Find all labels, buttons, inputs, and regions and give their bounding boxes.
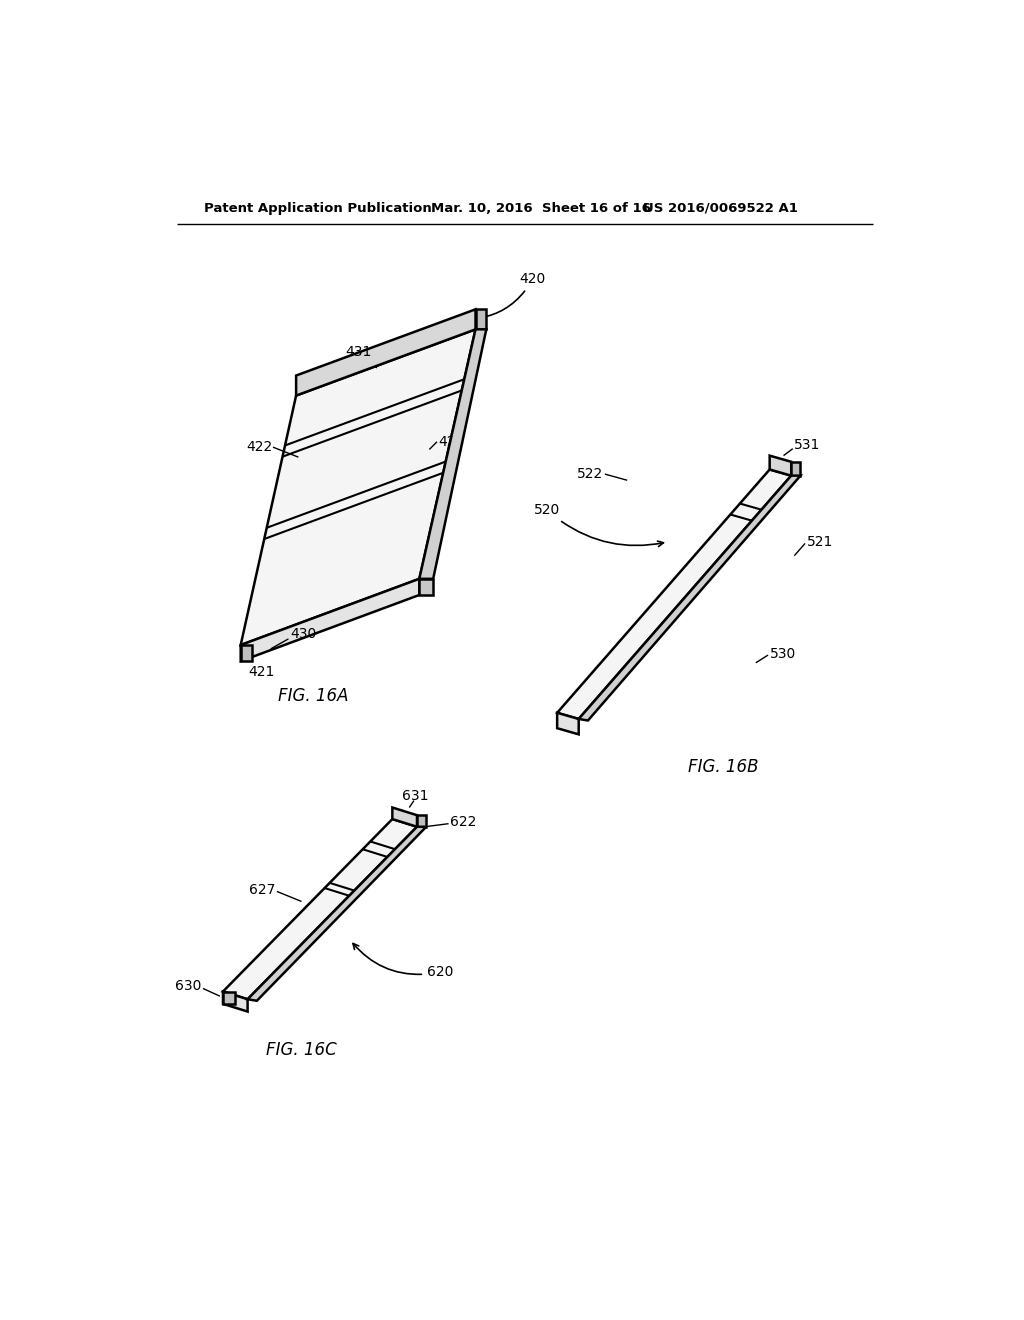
Text: 520: 520 bbox=[534, 503, 664, 546]
Text: 421: 421 bbox=[248, 665, 274, 678]
Polygon shape bbox=[241, 330, 475, 645]
Text: 630: 630 bbox=[175, 979, 202, 993]
Polygon shape bbox=[392, 808, 417, 826]
Polygon shape bbox=[223, 991, 234, 1003]
Text: 420: 420 bbox=[480, 272, 546, 319]
Text: FIG. 16A: FIG. 16A bbox=[278, 686, 348, 705]
Polygon shape bbox=[223, 991, 248, 1011]
Text: Mar. 10, 2016  Sheet 16 of 16: Mar. 10, 2016 Sheet 16 of 16 bbox=[431, 202, 650, 215]
Polygon shape bbox=[557, 713, 579, 734]
Text: 530: 530 bbox=[770, 647, 796, 660]
Polygon shape bbox=[296, 309, 475, 396]
Polygon shape bbox=[579, 475, 801, 721]
Polygon shape bbox=[419, 578, 433, 595]
Polygon shape bbox=[770, 455, 792, 475]
Text: 620: 620 bbox=[353, 944, 454, 979]
Text: 531: 531 bbox=[795, 438, 820, 451]
Text: 431: 431 bbox=[345, 346, 372, 359]
Text: 422: 422 bbox=[247, 440, 273, 454]
Text: 522: 522 bbox=[578, 467, 603, 480]
Text: 631: 631 bbox=[402, 789, 429, 803]
Text: 521: 521 bbox=[807, 535, 833, 549]
Polygon shape bbox=[241, 645, 252, 661]
Polygon shape bbox=[557, 470, 792, 719]
Polygon shape bbox=[248, 826, 426, 1001]
Text: 423: 423 bbox=[438, 434, 465, 449]
Polygon shape bbox=[475, 309, 486, 330]
Text: US 2016/0069522 A1: US 2016/0069522 A1 bbox=[643, 202, 798, 215]
Text: FIG. 16B: FIG. 16B bbox=[688, 758, 759, 776]
Text: FIG. 16C: FIG. 16C bbox=[266, 1041, 337, 1059]
Text: 622: 622 bbox=[451, 816, 476, 829]
Text: 627: 627 bbox=[249, 883, 275, 896]
Polygon shape bbox=[419, 330, 486, 578]
Text: Patent Application Publication: Patent Application Publication bbox=[204, 202, 431, 215]
Polygon shape bbox=[417, 816, 426, 826]
Text: 430: 430 bbox=[290, 627, 316, 642]
Polygon shape bbox=[241, 578, 419, 661]
Polygon shape bbox=[223, 818, 417, 999]
Polygon shape bbox=[792, 462, 801, 475]
